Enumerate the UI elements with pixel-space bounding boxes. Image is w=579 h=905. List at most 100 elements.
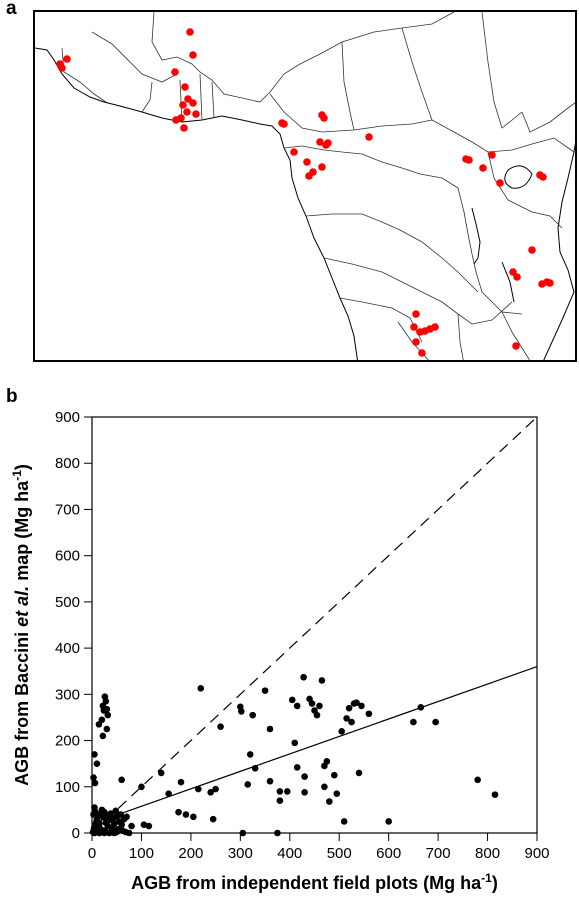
site-point — [324, 139, 332, 147]
data-point — [107, 810, 115, 817]
site-point — [479, 164, 487, 172]
data-point — [313, 711, 321, 719]
site-point — [465, 156, 473, 164]
y-tick-label: 300 — [55, 686, 80, 703]
data-point — [103, 725, 111, 733]
data-point — [103, 705, 111, 713]
data-point — [118, 821, 125, 828]
data-point — [358, 702, 365, 710]
data-point — [345, 704, 353, 712]
data-point — [110, 820, 118, 828]
data-point — [266, 777, 274, 785]
data-point — [112, 807, 120, 815]
data-point — [291, 739, 299, 747]
site-point — [418, 349, 426, 357]
data-point — [182, 811, 190, 818]
data-point — [417, 703, 425, 711]
site-point — [180, 124, 188, 132]
data-point — [365, 710, 373, 718]
scatter-chart: 0 100 200 300 400 500 600 700 800 900 0 100 200 300 4… — [10, 409, 550, 893]
y-tick-label: 0 — [72, 825, 80, 842]
data-point — [261, 687, 269, 694]
site-point — [172, 116, 180, 124]
site-point — [309, 168, 317, 176]
east-coast — [543, 142, 575, 360]
panel-a-label: a — [6, 0, 17, 19]
data-point — [91, 779, 99, 787]
data-point — [321, 762, 328, 770]
x-tick-label: 500 — [327, 845, 352, 862]
data-point — [355, 769, 363, 777]
data-point — [300, 673, 307, 681]
site-point — [179, 101, 187, 109]
data-point — [101, 829, 108, 837]
data-point — [276, 797, 284, 804]
regression-line — [91, 666, 538, 825]
data-point — [91, 751, 98, 758]
data-point — [474, 776, 481, 784]
plot-frame — [91, 416, 538, 834]
data-point — [128, 822, 135, 830]
site-point — [488, 151, 496, 159]
site-point — [320, 114, 328, 122]
data-point — [326, 798, 333, 805]
data-point — [195, 785, 202, 793]
data-point — [266, 725, 274, 733]
data-point — [90, 774, 97, 781]
site-point — [183, 108, 191, 116]
y-tick-label: 200 — [55, 733, 80, 750]
site-point — [189, 51, 197, 59]
data-point — [91, 829, 98, 837]
data-point — [190, 813, 197, 821]
coastline — [35, 47, 358, 360]
site-point — [280, 120, 288, 128]
x-axis-title: AGB from independent field plots (Mg ha-… — [131, 871, 498, 893]
data-point — [117, 811, 124, 818]
x-tick-label: 800 — [475, 845, 500, 862]
data-point — [288, 696, 296, 704]
x-tick-label: 300 — [228, 845, 253, 862]
data-point — [113, 828, 121, 836]
site-point — [318, 163, 326, 171]
data-point — [353, 699, 360, 706]
data-point — [276, 788, 284, 795]
x-tick-label: 400 — [277, 845, 302, 862]
data-point — [348, 718, 355, 726]
y-tick-label: 700 — [55, 501, 80, 518]
data-point — [212, 785, 219, 793]
site-point — [63, 55, 71, 63]
site-points — [56, 28, 554, 357]
site-point — [181, 83, 189, 91]
data-point — [333, 790, 341, 798]
data-point — [118, 776, 125, 784]
data-point — [140, 821, 148, 828]
site-point — [513, 273, 521, 281]
data-point — [301, 773, 308, 780]
site-point — [539, 173, 547, 181]
one-to-one-line — [91, 416, 538, 834]
reference-lines — [91, 416, 538, 834]
x-tick-label: 200 — [178, 845, 203, 862]
map-canvas — [35, 12, 575, 360]
data-point — [330, 771, 338, 779]
site-point — [192, 110, 200, 118]
site-point — [171, 68, 179, 76]
data-point — [238, 708, 245, 715]
panel-b-label: b — [6, 386, 18, 407]
site-point — [528, 246, 536, 254]
data-point — [209, 815, 217, 823]
y-tick-label: 400 — [55, 640, 80, 657]
data-point — [343, 715, 350, 722]
y-tick-label: 600 — [55, 548, 80, 565]
africa-map — [33, 10, 577, 362]
data-point — [102, 697, 110, 705]
data-point — [197, 685, 205, 692]
data-point — [293, 764, 301, 771]
country-borders — [61, 12, 575, 360]
lakes — [471, 165, 533, 303]
data-point — [106, 829, 113, 837]
data-point — [293, 702, 301, 710]
site-point — [496, 179, 504, 187]
data-point — [138, 783, 145, 791]
data-point — [177, 778, 185, 786]
